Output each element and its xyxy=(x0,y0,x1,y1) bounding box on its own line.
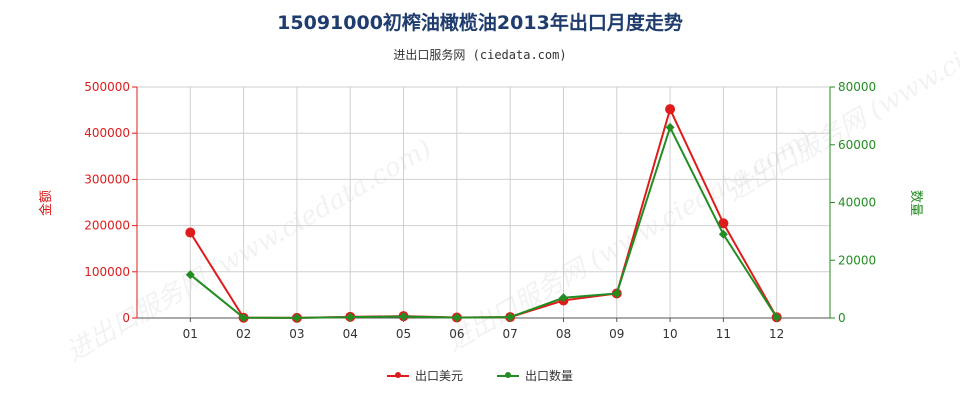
series-line-quantity xyxy=(189,124,778,319)
y-tick-label-left: 300000 xyxy=(84,172,130,186)
data-point-amount xyxy=(665,104,676,115)
chart-title: 15091000初榨油橄榄油2013年出口月度走势 xyxy=(277,12,683,34)
legend-swatch-quantity xyxy=(497,371,519,378)
chart-subtitle: 进出口服务网 (ciedata.com) xyxy=(393,48,567,62)
y-tick-label-left: 0 xyxy=(122,311,130,325)
x-tick-label: 11 xyxy=(716,327,731,341)
y-tick-label-right: 40000 xyxy=(838,196,876,210)
x-tick-label: 01 xyxy=(183,327,198,341)
x-tick-label: 06 xyxy=(449,327,464,341)
y-tick-label-left: 500000 xyxy=(84,80,130,94)
data-point-quantity xyxy=(718,229,728,239)
legend-item-amount[interactable]: 出口美元 xyxy=(386,367,463,384)
chart-legend: 出口美元 出口数量 xyxy=(0,367,960,384)
data-point-quantity xyxy=(399,312,409,322)
x-tick-label: 07 xyxy=(503,327,518,341)
data-point-amount xyxy=(185,227,196,238)
data-point-quantity xyxy=(292,313,302,323)
legend-label-amount: 出口美元 xyxy=(414,369,463,383)
x-tick-label: 05 xyxy=(396,327,411,341)
y-tick-label-left: 100000 xyxy=(84,265,130,279)
x-tick-label: 08 xyxy=(556,327,571,341)
x-tick-label: 09 xyxy=(609,327,624,341)
y-tick-label-right: 0 xyxy=(838,311,846,325)
x-tick-label: 10 xyxy=(662,327,677,341)
data-point-quantity xyxy=(345,312,355,322)
data-point-quantity xyxy=(505,312,515,322)
y-tick-label-right: 20000 xyxy=(838,253,876,267)
legend-label-quantity: 出口数量 xyxy=(525,369,574,383)
data-point-quantity xyxy=(452,313,462,323)
y-tick-label-right: 60000 xyxy=(838,138,876,152)
data-point-quantity xyxy=(772,312,782,322)
y-tick-label-right: 80000 xyxy=(838,80,876,94)
x-tick-label: 02 xyxy=(236,327,251,341)
series-line-amount xyxy=(189,106,778,319)
x-tick-label: 04 xyxy=(343,327,358,341)
y-axis-title-left: 金额 xyxy=(38,190,54,216)
data-point-amount xyxy=(718,218,729,229)
legend-item-quantity[interactable]: 出口数量 xyxy=(497,367,573,384)
x-tick-label: 03 xyxy=(289,327,304,341)
data-point-quantity xyxy=(558,293,568,303)
y-tick-label-left: 200000 xyxy=(84,219,130,233)
y-tick-label-left: 400000 xyxy=(84,126,130,140)
data-point-quantity xyxy=(185,270,195,280)
data-point-quantity xyxy=(612,288,622,298)
legend-swatch-amount xyxy=(386,371,409,378)
data-point-quantity xyxy=(665,122,675,132)
y-axis-title-right: 数量 xyxy=(908,190,923,216)
x-tick-label: 12 xyxy=(769,327,784,341)
data-point-quantity xyxy=(239,313,249,323)
